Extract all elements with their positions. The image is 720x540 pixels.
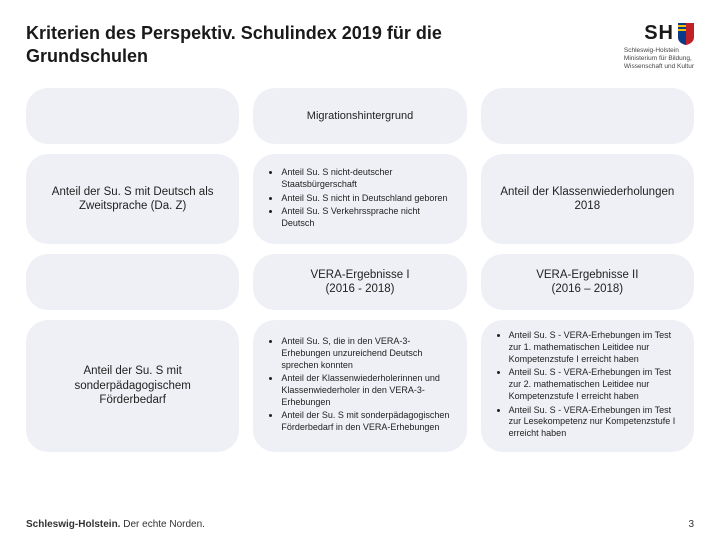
heading-text: VERA-Ergebnisse II (2016 – 2018)	[536, 268, 638, 297]
list-item: Anteil Su. S, die in den VERA-3-Erhebung…	[281, 336, 452, 371]
card-foerderbedarf-text: Anteil der Su. S mit sonderpädagogischem…	[40, 364, 225, 407]
bullet-list: Anteil Su. S nicht-deutscher Staatsbürge…	[267, 167, 452, 231]
content-grid: Migrationshintergrund Anteil der Su. S m…	[26, 88, 694, 451]
card-foerderbedarf: Anteil der Su. S mit sonderpädagogischem…	[26, 320, 239, 451]
card-vera2-bullets: Anteil Su. S - VERA-Erhebungen im Test z…	[481, 320, 694, 451]
list-item: Anteil Su. S - VERA-Erhebungen im Test z…	[509, 405, 680, 440]
card-migration-bullets: Anteil Su. S nicht-deutscher Staatsbürge…	[253, 154, 466, 244]
footer: Schleswig-Holstein. Der echte Norden. 3	[26, 519, 694, 530]
card-klassenwdh-text: Anteil der Klassenwiederholungen 2018	[495, 185, 680, 214]
page-number: 3	[688, 519, 694, 530]
page-title: Kriterien des Perspektiv. Schulindex 201…	[26, 22, 466, 67]
list-item: Anteil der Klassenwiederholerinnen und K…	[281, 373, 452, 408]
card-klassenwdh: Anteil der Klassenwiederholungen 2018	[481, 154, 694, 244]
bullet-list: Anteil Su. S - VERA-Erhebungen im Test z…	[495, 330, 680, 441]
heading-text: VERA-Ergebnisse I (2016 - 2018)	[310, 268, 409, 297]
card-daz-text: Anteil der Su. S mit Deutsch als Zweitsp…	[40, 185, 225, 214]
logo-subtitle: Schleswig-Holstein Ministerium für Bildu…	[624, 47, 694, 70]
card-heading-vera1: VERA-Ergebnisse I (2016 - 2018)	[253, 254, 466, 310]
slide-page: Kriterien des Perspektiv. Schulindex 201…	[0, 0, 720, 540]
list-item: Anteil Su. S - VERA-Erhebungen im Test z…	[509, 367, 680, 402]
logo-initials-row: SH	[644, 22, 694, 45]
footer-tagline: Schleswig-Holstein. Der echte Norden.	[26, 519, 205, 530]
list-item: Anteil Su. S - VERA-Erhebungen im Test z…	[509, 330, 680, 365]
card-blank-1	[26, 88, 239, 144]
logo-left: SH Schleswig-Holstein Ministerium für Bi…	[624, 22, 694, 70]
title-block: Kriterien des Perspektiv. Schulindex 201…	[26, 22, 466, 67]
card-blank-2	[481, 88, 694, 144]
logo: SH Schleswig-Holstein Ministerium für Bi…	[624, 22, 694, 70]
card-vera1-bullets: Anteil Su. S, die in den VERA-3-Erhebung…	[253, 320, 466, 451]
footer-rest: Der echte Norden.	[120, 519, 205, 530]
bullet-list: Anteil Su. S, die in den VERA-3-Erhebung…	[267, 336, 452, 436]
card-heading-migration: Migrationshintergrund	[253, 88, 466, 144]
list-item: Anteil Su. S Verkehrssprache nicht Deuts…	[281, 206, 452, 229]
list-item: Anteil Su. S nicht in Deutschland gebore…	[281, 193, 452, 205]
card-heading-vera2: VERA-Ergebnisse II (2016 – 2018)	[481, 254, 694, 310]
card-blank-3	[26, 254, 239, 310]
footer-bold: Schleswig-Holstein.	[26, 519, 120, 530]
header: Kriterien des Perspektiv. Schulindex 201…	[26, 22, 694, 70]
list-item: Anteil der Su. S mit sonderpädagogischen…	[281, 410, 452, 433]
crest-icon	[678, 23, 694, 45]
card-daz: Anteil der Su. S mit Deutsch als Zweitsp…	[26, 154, 239, 244]
logo-initials: SH	[644, 22, 674, 45]
list-item: Anteil Su. S nicht-deutscher Staatsbürge…	[281, 167, 452, 190]
heading-text: Migrationshintergrund	[307, 110, 413, 122]
